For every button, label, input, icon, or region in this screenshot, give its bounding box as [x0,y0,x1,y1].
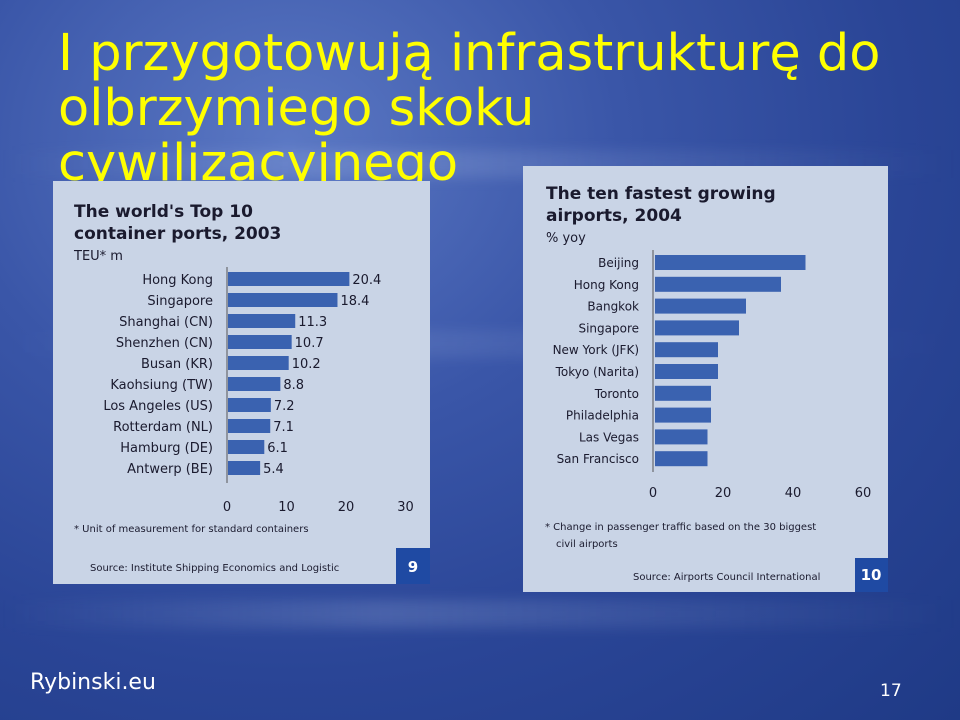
chart1-value-label: 7.1 [273,420,294,435]
chart2-category-label: Bangkok [587,300,639,314]
chart1-bar [228,335,292,349]
chart2-source: Source: Airports Council International [633,572,820,583]
chart2-badge-number: 10 [861,566,882,584]
slide-title: I przygotowują infrastrukturę do olbrzym… [58,26,938,191]
chart2-tick-label: 60 [855,486,872,501]
chart2-footnote-line1: * Change in passenger traffic based on t… [545,522,816,533]
chart2-bar [655,429,708,445]
chart1-title-line1: The world's Top 10 [74,202,253,222]
chart1-badge-number: 9 [408,558,418,576]
chart1-category-label: Shanghai (CN) [119,315,213,330]
chart2-bar [655,276,781,292]
chart2-category-label: Philadelphia [566,409,639,423]
chart1-tick-label: 10 [278,500,295,515]
chart2-bar [655,451,708,467]
chart1-bar [228,419,271,433]
chart1-bar [228,398,271,412]
chart2-tick-label: 20 [715,486,732,501]
chart2-bar [655,407,711,423]
chart1-category-label: Hamburg (DE) [120,441,213,456]
chart1-bar [228,377,281,391]
chart2-bar [655,364,718,379]
chart1-value-label: 10.2 [292,357,321,372]
container-ports-chart: The world's Top 10 container ports, 2003 T… [53,181,430,584]
chart1-bar [228,356,289,370]
chart1-category-label: Antwerp (BE) [127,462,213,477]
chart2-category-label: Tokyo (Narita) [555,365,639,379]
chart2-badge-box [855,558,888,592]
chart1-category-label: Busan (KR) [141,357,213,372]
chart1-category-label: Singapore [147,294,213,309]
chart1-value-label: 5.4 [263,462,284,477]
chart2-tick-label: 40 [785,486,802,501]
chart1-category-label: Rotterdam (NL) [113,420,213,435]
chart1-bar [228,293,338,307]
chart1-value-label: 18.4 [340,294,369,309]
chart1-category-label: Los Angeles (US) [103,399,213,414]
chart1-tick-label: 20 [338,500,355,515]
chart2-bar [655,255,806,270]
chart1-bar [228,314,296,328]
chart2-category-label: Beijing [598,256,639,270]
chart1-value-label: 8.8 [283,378,304,393]
chart2-category-label: Hong Kong [574,278,639,292]
chart2-bar [655,298,746,314]
footer-site-name: Rybinski.eu [30,670,156,695]
chart1-bar [228,440,265,454]
chart1-value-label: 6.1 [267,441,288,456]
chart1-value-label: 7.2 [274,399,295,414]
chart2-bar [655,320,739,336]
chart1-value-label: 20.4 [352,273,381,288]
chart1-source: Source: Institute Shipping Economics and… [90,563,339,574]
chart1-value-label: 11.3 [298,315,327,330]
chart1-bar [228,461,261,475]
chart2-category-label: New York (JFK) [553,343,639,357]
chart2-category-label: San Francisco [557,452,639,466]
chart2-tick-label: 0 [649,486,657,501]
chart1-value-label: 10.7 [295,336,324,351]
chart1-category-label: Hong Kong [142,273,213,288]
chart1-subtitle: TEU* m [73,249,123,264]
chart2-category-label: Singapore [578,321,639,335]
chart1-footnote: * Unit of measurement for standard conta… [74,524,309,535]
chart1-badge-box [396,548,430,584]
chart1-category-label: Shenzhen (CN) [116,336,213,351]
chart1-bar [228,272,350,286]
chart2-subtitle: % yoy [546,231,586,246]
chart2-footnote-line2: civil airports [556,539,618,550]
chart2-category-label: Las Vegas [579,430,639,444]
chart2-bar [655,342,718,358]
chart2-title-line2: airports, 2004 [546,206,682,226]
chart2-bar [655,385,711,401]
chart1-title-line2: container ports, 2003 [74,224,281,244]
chart1-tick-label: 30 [397,500,414,515]
slide-title-line1: I przygotowują infrastrukturę do [58,24,881,83]
chart1-tick-label: 0 [223,500,231,515]
page-number: 17 [880,681,902,701]
chart2-category-label: Toronto [594,387,639,401]
airports-chart: The ten fastest growing airports, 2004 % y… [523,166,888,592]
chart1-category-label: Kaohsiung (TW) [110,378,213,393]
chart2-title-line1: The ten fastest growing [546,184,776,204]
